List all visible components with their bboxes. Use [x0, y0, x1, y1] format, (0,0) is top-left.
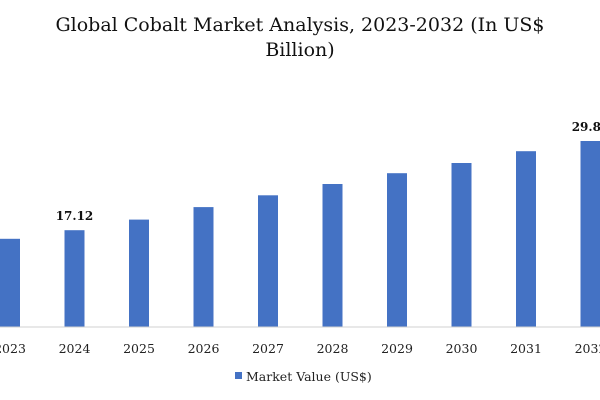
- chart-title-line-2: Billion): [265, 39, 334, 61]
- x-tick-label-2031: 2031: [510, 341, 542, 356]
- x-tick-label-2027: 2027: [252, 341, 284, 356]
- bar-2024: [64, 230, 85, 327]
- data-labels: 17.12 29.86: [56, 120, 600, 223]
- bar-2032: [580, 141, 600, 327]
- legend-swatch: [235, 372, 242, 379]
- bar-2027: [258, 195, 278, 327]
- x-tick-label-2032: 2032: [575, 341, 600, 356]
- x-tick-label-2028: 2028: [317, 341, 349, 356]
- x-axis-tick-labels: 2023 2024 2025 2026 2027 2028 2029 2030 2031 2032: [0, 341, 600, 356]
- bars: [0, 141, 600, 327]
- x-tick-label-2030: 2030: [446, 341, 478, 356]
- bar-2029: [387, 173, 407, 327]
- bar-2025: [129, 219, 149, 327]
- bar-2023: [0, 238, 20, 327]
- x-tick-label-2023: 2023: [0, 341, 26, 356]
- x-tick-label-2029: 2029: [381, 341, 413, 356]
- legend-label: Market Value (US$): [246, 369, 372, 384]
- bar-2028: [322, 184, 343, 327]
- data-label-2032: 29.86: [572, 120, 600, 134]
- chart-title-line-1: Global Cobalt Market Analysis, 2023-2032…: [55, 14, 544, 36]
- data-label-2024: 17.12: [56, 209, 94, 223]
- x-tick-label-2025: 2025: [123, 341, 155, 356]
- x-tick-label-2024: 2024: [59, 341, 91, 356]
- bar-2026: [193, 207, 214, 327]
- bar-2030: [451, 163, 472, 327]
- bar-2031: [516, 151, 536, 327]
- chart-title: Global Cobalt Market Analysis, 2023-2032…: [55, 14, 544, 61]
- legend: Market Value (US$): [235, 369, 372, 384]
- x-tick-label-2026: 2026: [188, 341, 220, 356]
